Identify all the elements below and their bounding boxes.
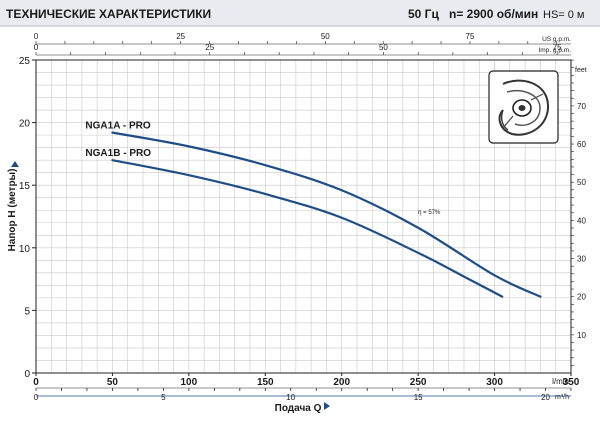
y-tick-label: 15 [19, 181, 31, 192]
x-tick-label: 350 [563, 377, 580, 388]
series-label-2: NGA1B - PRO [85, 148, 151, 159]
feet-tick-label: 60 [577, 140, 586, 149]
header-speed: n= 2900 об/мин [449, 7, 538, 21]
m3h-tick-label: 20 [541, 393, 550, 402]
header-hs: HS= 0 м [543, 9, 585, 21]
m3h-tick-label: 15 [414, 393, 423, 402]
x-tick-label: 200 [333, 377, 350, 388]
us-gpm-tick-label: 0 [34, 32, 39, 41]
curves [111, 131, 542, 298]
labels: NGA1A - PRO NGA1B - PRO η = 57% [85, 121, 441, 216]
us-gpm-tick-label: 75 [466, 32, 475, 41]
x-tick-label: 150 [257, 377, 274, 388]
header-frequency: 50 Гц [408, 7, 439, 21]
feet-tick-label: 30 [577, 255, 586, 264]
y-tick-label: 20 [19, 119, 31, 130]
feet-tick-label: 70 [577, 102, 586, 111]
y-tick-label: 25 [19, 56, 31, 67]
x-tick-label: 0 [33, 377, 39, 388]
x-tick-label: 300 [486, 377, 503, 388]
x-tick-label: 100 [181, 377, 198, 388]
y-tick-label: 0 [24, 369, 30, 380]
y-axis-arrow [11, 161, 19, 167]
feet-tick-label: 10 [577, 331, 586, 340]
x-axis-label: Подача Q [275, 403, 322, 414]
series-line-1 [111, 131, 542, 298]
imp-gpm-tick-label: 0 [34, 43, 39, 52]
y-axis-label: Напор H (метры) [7, 169, 18, 252]
efficiency-annotation: η = 57% [418, 210, 441, 216]
us-gpm-tick-label: 50 [321, 32, 330, 41]
imp-gpm-tick-label: 25 [205, 43, 214, 52]
feet-tick-label: 50 [577, 178, 586, 187]
m3h-tick-label: 0 [34, 393, 39, 402]
header-title: ТЕХНИЧЕСКИЕ ХАРАКТЕРИСТИКИ [6, 7, 211, 21]
feet-tick-label: 40 [577, 216, 586, 225]
imp-gpm-tick-label: 50 [379, 43, 388, 52]
imp-gpm-tick-label: 75 [553, 43, 562, 52]
y-tick-label: 10 [19, 244, 31, 255]
header-bar [0, 0, 600, 26]
m3h-tick-label: 10 [286, 393, 295, 402]
x-axis-arrow [324, 402, 330, 410]
m3h-units-label: m³/h [555, 394, 569, 401]
series-line-2 [111, 159, 504, 298]
grid [35, 59, 572, 374]
imp-gpm-units-label: Imp. g.p.m. [538, 47, 571, 54]
x-tick-label: 50 [107, 377, 119, 388]
feet-tick-label: 20 [577, 293, 586, 302]
y-tick-label: 5 [24, 306, 30, 317]
x-units-label: l/min [552, 377, 569, 386]
series-label-1: NGA1A - PRO [85, 121, 150, 132]
us-gpm-tick-label: 25 [176, 32, 185, 41]
feet-units-label: feet [575, 67, 587, 74]
x-tick-label: 250 [410, 377, 427, 388]
pump-impeller-icon [488, 70, 559, 144]
plot-frame [35, 59, 572, 374]
us-gpm-units-label: US g.p.m. [542, 36, 571, 43]
m3h-tick-label: 5 [161, 393, 166, 402]
